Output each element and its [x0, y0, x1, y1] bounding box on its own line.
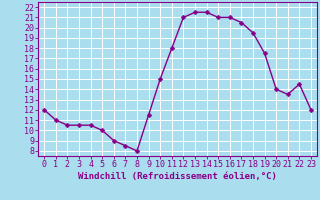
X-axis label: Windchill (Refroidissement éolien,°C): Windchill (Refroidissement éolien,°C)	[78, 172, 277, 181]
